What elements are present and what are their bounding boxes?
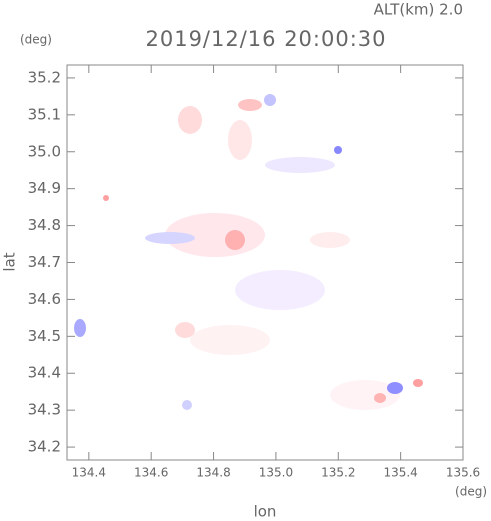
y-tick-label: 34.3: [28, 401, 61, 419]
x-unit: (deg): [455, 485, 487, 499]
x-tick-label: 134.4: [72, 466, 106, 480]
x-tick-label: 135.2: [321, 466, 355, 480]
y-tick-label: 34.5: [28, 327, 61, 345]
y-tick-label: 34.6: [28, 290, 61, 308]
x-axis-label: lon: [254, 503, 277, 521]
y-tick-label: 34.8: [28, 216, 61, 234]
x-tick-label: 134.6: [134, 466, 168, 480]
y-tick-label: 35.0: [28, 142, 61, 160]
y-tick-label: 34.9: [28, 179, 61, 197]
y-tick-label: 34.2: [28, 438, 61, 456]
y-unit: (deg): [20, 33, 52, 47]
x-tick-label: 135.0: [259, 466, 293, 480]
chart-title: 2019/12/16 20:00:30: [145, 27, 386, 51]
x-tick-label: 135.6: [446, 466, 480, 480]
altitude-label: ALT(km) 2.0: [374, 1, 463, 19]
y-tick-label: 34.7: [28, 253, 61, 271]
y-tick-label: 34.4: [28, 364, 61, 382]
y-axis-label: lat: [1, 252, 19, 271]
echo-field: [74, 94, 423, 410]
x-tick-label: 135.4: [383, 466, 417, 480]
y-tick-label: 35.2: [28, 68, 61, 86]
y-tick-label: 35.1: [28, 105, 61, 123]
x-tick-label: 134.8: [196, 466, 230, 480]
plot-frame: [66, 64, 464, 461]
